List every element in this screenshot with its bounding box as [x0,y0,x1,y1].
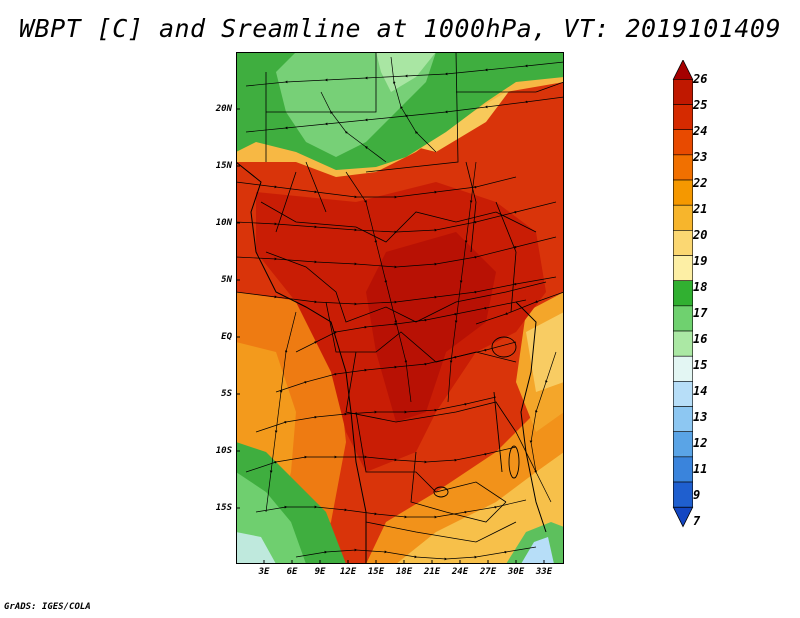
colorbar-segment [673,330,693,357]
colorbar-segment [673,280,693,307]
axis-ticks [236,108,545,564]
colorbar-segment [673,355,693,382]
lat-label: 15S [215,503,232,513]
colorbar-segment [673,255,693,281]
colorbar-label: 7 [693,514,701,528]
lat-label: 10S [215,446,232,456]
colorbar-label: 17 [693,306,708,320]
colorbar-segment [673,381,693,407]
colorbar-segment [673,129,693,156]
field-fill [521,537,554,564]
lon-label: 21E [423,567,441,577]
lon-label: 24E [451,567,469,577]
colorbar-label: 24 [693,124,708,138]
colorbar-segment [673,481,693,508]
lake-outline [433,336,520,498]
colorbar-segment [672,506,694,528]
colorbar-segment [673,154,693,181]
colorbar-segment [673,305,693,332]
colorbar-label: 23 [693,150,708,164]
lon-label: 15E [367,567,385,577]
colorbar-segment [673,431,693,458]
colorbar-label: 19 [693,254,708,268]
colorbar-segment [673,204,693,231]
lon-label: 12E [339,567,357,577]
coastline [515,301,547,533]
colorbar-segment [673,456,693,483]
colorbar-label: 26 [693,72,708,86]
lon-label: 6E [286,567,298,577]
colorbar-segment [672,60,694,80]
credit-label: GrADS: IGES/COLA [4,602,91,612]
colorbar [672,60,694,528]
lon-label: 18E [395,567,413,577]
colorbar-label: 16 [693,332,708,346]
colorbar-label: 9 [693,488,701,502]
colorbar-segment [673,406,693,433]
lon-label: 3E [258,567,270,577]
colorbar-label: 21 [693,202,708,216]
streamlines [236,56,564,561]
lat-label: 15N [215,161,232,171]
chart-title: WBPT [C] and Sreamline at 1000hPa, VT: 2… [18,14,781,43]
lat-label: EQ [221,332,232,342]
colorbar-label: 12 [693,436,708,450]
lat-label: 5N [221,275,232,285]
lon-label: 9E [314,567,326,577]
colorbar-label: 25 [693,98,708,112]
lat-label: 10N [215,218,232,228]
colorbar-label: 20 [693,228,708,242]
lon-label: 33E [535,567,553,577]
colorbar-label: 14 [693,384,708,398]
lon-label: 27E [479,567,497,577]
lat-label: 20N [215,104,232,114]
map-plot[interactable] [236,52,564,564]
colorbar-label: 22 [693,176,708,190]
colorbar-label: 18 [693,280,708,294]
colorbar-label: 15 [693,358,708,372]
colorbar-label: 11 [693,462,708,476]
lat-label: 5S [221,389,232,399]
map-frame [236,52,564,564]
lon-label: 30E [507,567,525,577]
field-fill [236,532,276,564]
colorbar-segment [673,104,693,130]
colorbar-segment [673,179,693,206]
colorbar-segment [673,230,693,256]
colorbar-segment [673,79,693,105]
colorbar-label: 13 [693,410,708,424]
